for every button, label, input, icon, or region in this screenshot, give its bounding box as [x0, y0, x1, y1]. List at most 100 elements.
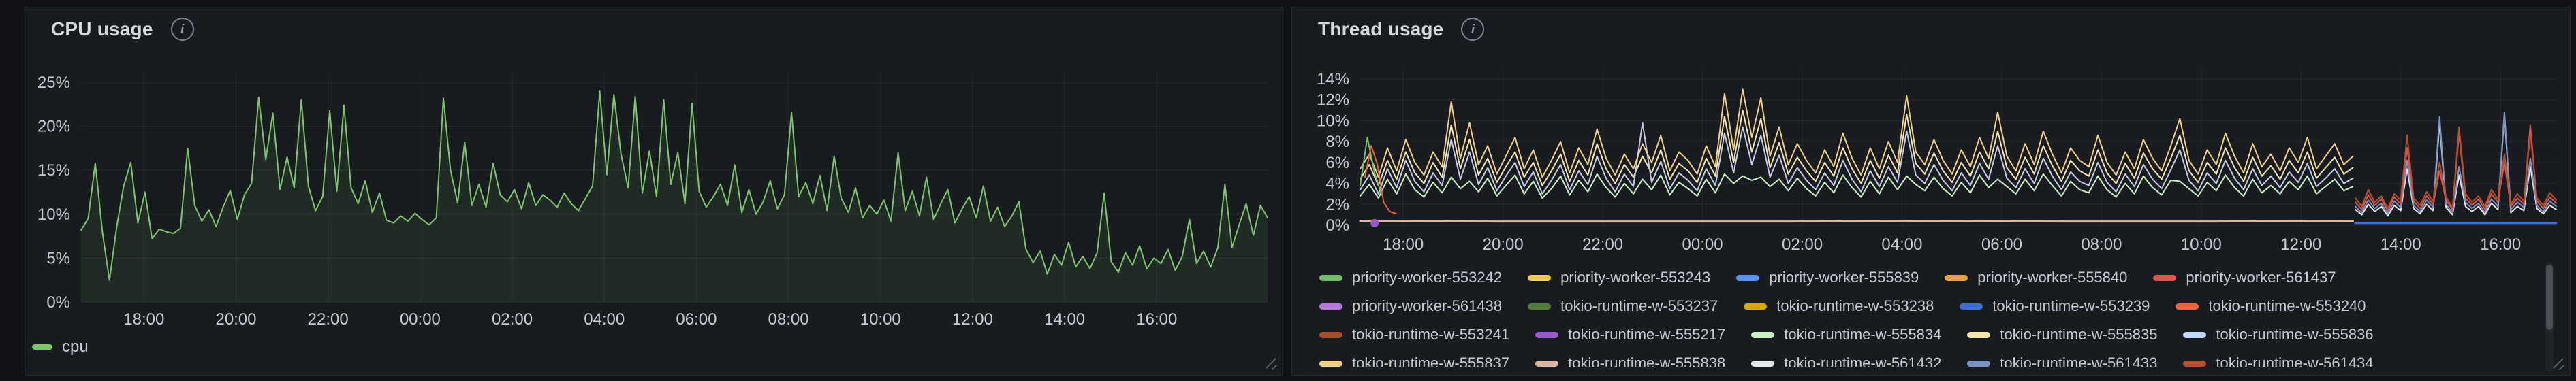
legend-label: tokio-runtime-w-555217: [1568, 326, 1726, 343]
legend-swatch: [1967, 331, 1991, 338]
legend-item-priority-worker-555839[interactable]: priority-worker-555839: [1736, 263, 1919, 292]
panel-resize-handle[interactable]: [2551, 356, 2566, 371]
legend-label: priority-worker-555840: [1977, 269, 2128, 286]
legend-label: tokio-runtime-w-555834: [1784, 326, 1942, 343]
cpu-panel-title[interactable]: CPU usage: [51, 18, 153, 39]
legend-item-tokio-runtime-w-553237[interactable]: tokio-runtime-w-553237: [1528, 292, 1718, 320]
legend-swatch: [1319, 331, 1342, 338]
x-tick-label: 18:00: [123, 310, 164, 329]
series-line-tokio-runtime-w-555838: [1359, 220, 2354, 223]
x-tick-label: 16:00: [2480, 235, 2521, 254]
legend-swatch: [1319, 360, 1342, 367]
legend-item-tokio-runtime-w-553239[interactable]: tokio-runtime-w-553239: [1960, 292, 2150, 320]
legend-item-tokio-runtime-w-553238[interactable]: tokio-runtime-w-553238: [1744, 292, 1934, 320]
legend-label: tokio-runtime-w-553238: [1776, 297, 1934, 314]
x-tick-label: 04:00: [584, 310, 625, 329]
legend-item-tokio-runtime-w-561434[interactable]: tokio-runtime-w-561434: [2183, 349, 2374, 367]
cpu-usage-chart[interactable]: 18:00 20:00 22:00 00:00 02:00 04:00 06:00 08:00…: [25, 7, 1283, 375]
legend-scrollbar[interactable]: [2545, 262, 2554, 372]
legend-item-tokio-runtime-w-553240[interactable]: tokio-runtime-w-553240: [2176, 292, 2366, 320]
legend-label: tokio-runtime-w-553237: [1560, 297, 1718, 314]
legend-swatch: [32, 344, 52, 350]
legend-item-tokio-runtime-w-553241[interactable]: tokio-runtime-w-553241: [1319, 320, 1509, 349]
y-tick-label: 15%: [37, 161, 70, 180]
legend-label: tokio-runtime-w-555835: [2000, 326, 2158, 343]
x-tick-label: 02:00: [1782, 235, 1823, 254]
legend-swatch: [1751, 360, 1775, 367]
y-tick-label: 10%: [1317, 112, 1349, 130]
legend-swatch: [1319, 274, 1342, 281]
x-tick-label: 20:00: [215, 310, 256, 329]
legend-swatch: [1945, 274, 1968, 281]
legend-label: tokio-runtime-w-555838: [1568, 354, 1726, 367]
y-tick-label: 0%: [1325, 216, 1349, 235]
legend-swatch: [1319, 303, 1342, 310]
x-tick-label: 22:00: [308, 310, 349, 329]
threads-panel-title[interactable]: Thread usage: [1318, 18, 1444, 39]
info-icon[interactable]: i: [170, 18, 194, 41]
legend-label: tokio-runtime-w-561433: [2000, 354, 2158, 367]
series-line-tokio-runtime-w-561433: [2355, 112, 2557, 215]
x-tick-label: 14:00: [2381, 235, 2421, 254]
legend-swatch: [1967, 360, 1991, 367]
legend-label: tokio-runtime-w-561432: [1784, 354, 1942, 367]
legend-item-tokio-runtime-w-555217[interactable]: tokio-runtime-w-555217: [1535, 320, 1725, 349]
thread-usage-chart[interactable]: 18:00 20:00 22:00 00:00 02:00 04:00 06:00 08:00…: [1292, 7, 2570, 375]
legend-item-tokio-runtime-w-555835[interactable]: tokio-runtime-w-555835: [1967, 320, 2157, 349]
legend-label: tokio-runtime-w-555836: [2216, 326, 2374, 343]
legend-swatch: [2153, 274, 2177, 281]
info-icon[interactable]: i: [1461, 18, 1485, 41]
series-line-tokio-runtime-w-555837: [1360, 88, 2354, 178]
x-tick-label: 22:00: [1582, 235, 1623, 254]
series-line-tokio-runtime-w-561434: [2355, 126, 2557, 210]
series-line-tokio-runtime-w-555835: [1360, 110, 2354, 186]
series-line-tokio-runtime-w-555834: [1360, 173, 2354, 199]
legend-swatch: [1528, 274, 1552, 281]
y-tick-label: 8%: [1325, 133, 1349, 151]
legend-item-tokio-runtime-w-561433[interactable]: tokio-runtime-w-561433: [1967, 349, 2157, 367]
legend-item-tokio-runtime-w-555838[interactable]: tokio-runtime-w-555838: [1535, 349, 1725, 367]
cpu-legend: cpu: [32, 337, 1190, 367]
legend-scrollbar-thumb[interactable]: [2546, 265, 2553, 330]
legend-swatch: [1744, 303, 1768, 310]
x-tick-label: 10:00: [860, 310, 901, 329]
legend-swatch: [1535, 360, 1559, 367]
info-icon-glyph: i: [1471, 22, 1475, 36]
x-tick-label: 08:00: [768, 310, 809, 329]
panel-resize-handle[interactable]: [1263, 356, 1278, 371]
legend-label: tokio-runtime-w-553241: [1352, 326, 1510, 343]
legend-label: priority-worker-561437: [2186, 269, 2336, 286]
y-tick-label: 12%: [1317, 91, 1349, 110]
legend-swatch: [2176, 303, 2199, 310]
legend-item-priority-worker-553243[interactable]: priority-worker-553243: [1528, 263, 1710, 292]
legend-item-tokio-runtime-w-555836[interactable]: tokio-runtime-w-555836: [2183, 320, 2374, 349]
legend-item-priority-worker-555840[interactable]: priority-worker-555840: [1945, 263, 2127, 292]
x-tick-label: 20:00: [1483, 235, 1524, 254]
panel-cpu-usage: 18:00 20:00 22:00 00:00 02:00 04:00 06:00 08:00…: [25, 7, 1283, 376]
legend-item-priority-worker-553242[interactable]: priority-worker-553242: [1319, 263, 1502, 292]
legend-item-tokio-runtime-w-555837[interactable]: tokio-runtime-w-555837: [1319, 349, 1509, 367]
legend-item-priority-worker-561438[interactable]: priority-worker-561438: [1319, 292, 1502, 320]
legend-label: priority-worker-553243: [1560, 269, 1711, 286]
panel-thread-usage: 18:00 20:00 22:00 00:00 02:00 04:00 06:00 08:00…: [1291, 7, 2571, 376]
threads-panel-header[interactable]: Thread usage i: [1292, 7, 2570, 51]
legend-swatch: [2183, 360, 2207, 367]
legend-item-tokio-runtime-w-561432[interactable]: tokio-runtime-w-561432: [1751, 349, 1941, 367]
series-line-cpu: [80, 90, 1268, 281]
cpu-panel-header[interactable]: CPU usage i: [25, 7, 1283, 51]
legend-item-priority-worker-561437[interactable]: priority-worker-561437: [2153, 263, 2336, 292]
legend-label: priority-worker-561438: [1352, 297, 1503, 314]
legend-item-tokio-runtime-w-555834[interactable]: tokio-runtime-w-555834: [1751, 320, 1941, 349]
legend-label: priority-worker-555839: [1769, 269, 1919, 286]
y-tick-label: 0%: [46, 293, 70, 312]
x-tick-label: 04:00: [1881, 235, 1922, 254]
legend-swatch: [1736, 274, 1760, 281]
series-point-tokio-runtime-w-555217: [1370, 218, 1379, 227]
y-tick-label: 14%: [1317, 70, 1349, 88]
x-tick-label: 12:00: [2280, 235, 2321, 254]
x-tick-label: 10:00: [2181, 235, 2222, 254]
x-tick-label: 18:00: [1383, 235, 1424, 254]
series-fill-cpu: [81, 90, 1268, 302]
legend-item-cpu[interactable]: cpu: [32, 337, 89, 357]
x-tick-label: 00:00: [400, 310, 441, 329]
